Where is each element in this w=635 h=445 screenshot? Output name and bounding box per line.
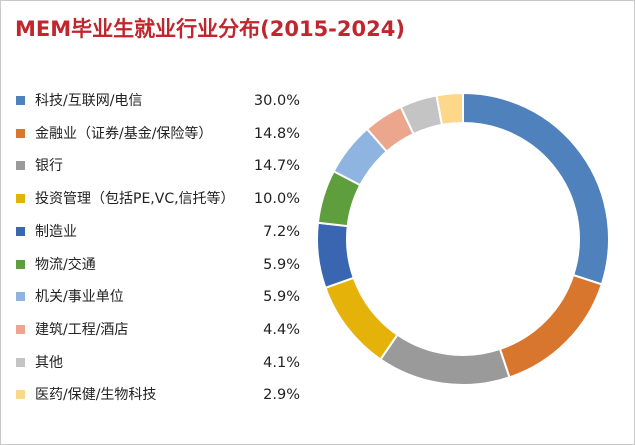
legend-value: 4.4% — [263, 321, 300, 338]
legend-swatch — [16, 357, 25, 367]
donut-slice — [462, 91, 610, 286]
legend-label: 制造业 — [35, 223, 77, 240]
legend-value: 5.9% — [263, 256, 300, 273]
legend-label: 机关/事业单位 — [35, 289, 124, 306]
legend-swatch — [16, 96, 25, 105]
legend-swatch — [16, 226, 25, 236]
legend-swatch — [16, 194, 25, 204]
donut-slice — [435, 91, 464, 127]
donut-chart — [316, 91, 610, 387]
legend-label: 银行 — [35, 158, 63, 175]
legend-label: 投资管理（包括PE,VC,信托等） — [35, 191, 235, 208]
legend-label: 其他 — [35, 354, 63, 371]
legend-item: 其他 4.1% — [15, 353, 300, 373]
legend-item: 医药/保健/生物科技 2.9% — [15, 385, 300, 405]
legend-item: 机关/事业单位 5.9% — [15, 287, 300, 307]
donut-slice — [324, 276, 399, 361]
legend-value: 4.1% — [263, 354, 300, 371]
legend-item: 金融业（证券/基金/保险等） 14.8% — [15, 124, 300, 144]
legend-item: 银行 14.7% — [15, 156, 300, 176]
legend-label: 科技/互联网/电信 — [35, 93, 143, 109]
legend-label: 医药/保健/生物科技 — [35, 387, 157, 404]
legend-label: 物流/交通 — [35, 256, 96, 273]
donut-slice — [379, 333, 511, 387]
legend-swatch — [16, 324, 25, 334]
legend-value: 10.0% — [253, 191, 300, 208]
legend-item: 物流/交通 5.9% — [15, 255, 300, 275]
donut-slice — [316, 221, 355, 290]
legend-swatch — [16, 259, 25, 269]
legend-item: 制造业 7.2% — [15, 222, 300, 242]
legend-item: 科技/互联网/电信 30.0% — [15, 91, 300, 111]
legend-value: 14.8% — [253, 125, 300, 142]
legend-value: 14.7% — [253, 158, 300, 175]
legend-value: 2.9% — [263, 387, 300, 404]
legend-swatch — [16, 161, 25, 171]
legend-item: 建筑/工程/酒店 4.4% — [15, 320, 300, 340]
legend-item: 投资管理（包括PE,VC,信托等） 10.0% — [15, 189, 300, 209]
chart-title: MEM毕业生就业行业分布(2015-2024) — [15, 17, 405, 41]
legend-value: 7.2% — [263, 223, 300, 240]
legend-label: 建筑/工程/酒店 — [35, 321, 129, 338]
donut-slice — [498, 273, 604, 379]
legend-swatch — [16, 292, 25, 302]
legend-swatch — [16, 390, 25, 400]
legend-value: 30.0% — [253, 93, 300, 109]
legend-label: 金融业（证券/基金/保险等） — [35, 125, 213, 142]
legend-value: 5.9% — [263, 289, 300, 306]
legend-swatch — [16, 128, 25, 138]
